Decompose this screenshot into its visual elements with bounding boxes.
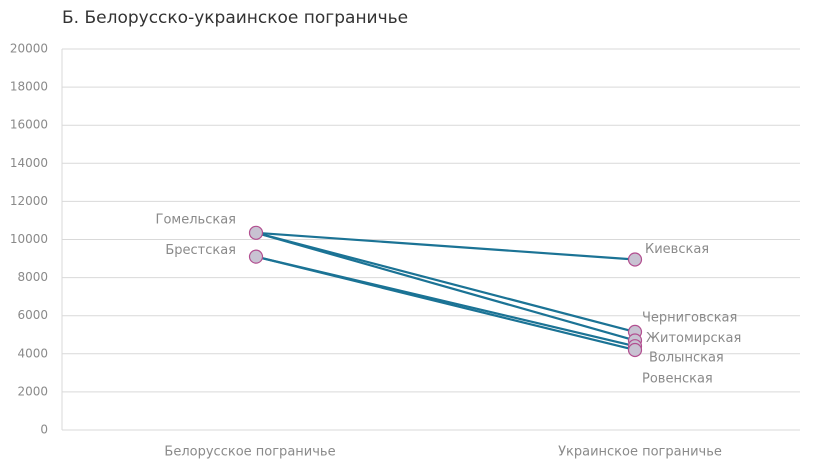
point-label: Ровенская bbox=[642, 371, 713, 386]
y-tick-label: 20000 bbox=[10, 42, 48, 56]
chart-title: Б. Белорусско-украинское пограничье bbox=[62, 8, 408, 28]
marker bbox=[248, 225, 264, 240]
point-label: Волынская bbox=[649, 351, 724, 366]
slope-line bbox=[255, 255, 636, 352]
marker bbox=[248, 249, 264, 264]
point-label: Черниговская bbox=[642, 310, 737, 325]
y-tick-label: 6000 bbox=[17, 308, 48, 322]
point-label: Житомирская bbox=[646, 331, 741, 346]
slope-line bbox=[255, 231, 636, 261]
y-tick-label: 16000 bbox=[10, 118, 48, 132]
point-label: Брестская bbox=[165, 243, 236, 258]
y-tick-label: 0 bbox=[40, 423, 48, 437]
y-tick-label: 2000 bbox=[17, 384, 48, 398]
y-tick-label: 12000 bbox=[10, 194, 48, 208]
y-tick-label: 8000 bbox=[17, 270, 48, 284]
slope-line bbox=[255, 231, 636, 342]
y-tick-label: 14000 bbox=[10, 156, 48, 170]
slope-line bbox=[255, 231, 636, 333]
y-tick-label: 4000 bbox=[17, 346, 48, 360]
point-label: Гомельская bbox=[156, 212, 236, 227]
x-tick-label: Украинское пограничье bbox=[558, 445, 722, 460]
marker bbox=[627, 252, 643, 267]
marker bbox=[627, 342, 643, 358]
y-tick-label: 18000 bbox=[10, 80, 48, 94]
point-label: Киевская bbox=[645, 242, 709, 257]
x-tick-label: Белорусское пограничье bbox=[164, 445, 335, 460]
y-tick-label: 10000 bbox=[10, 232, 48, 246]
